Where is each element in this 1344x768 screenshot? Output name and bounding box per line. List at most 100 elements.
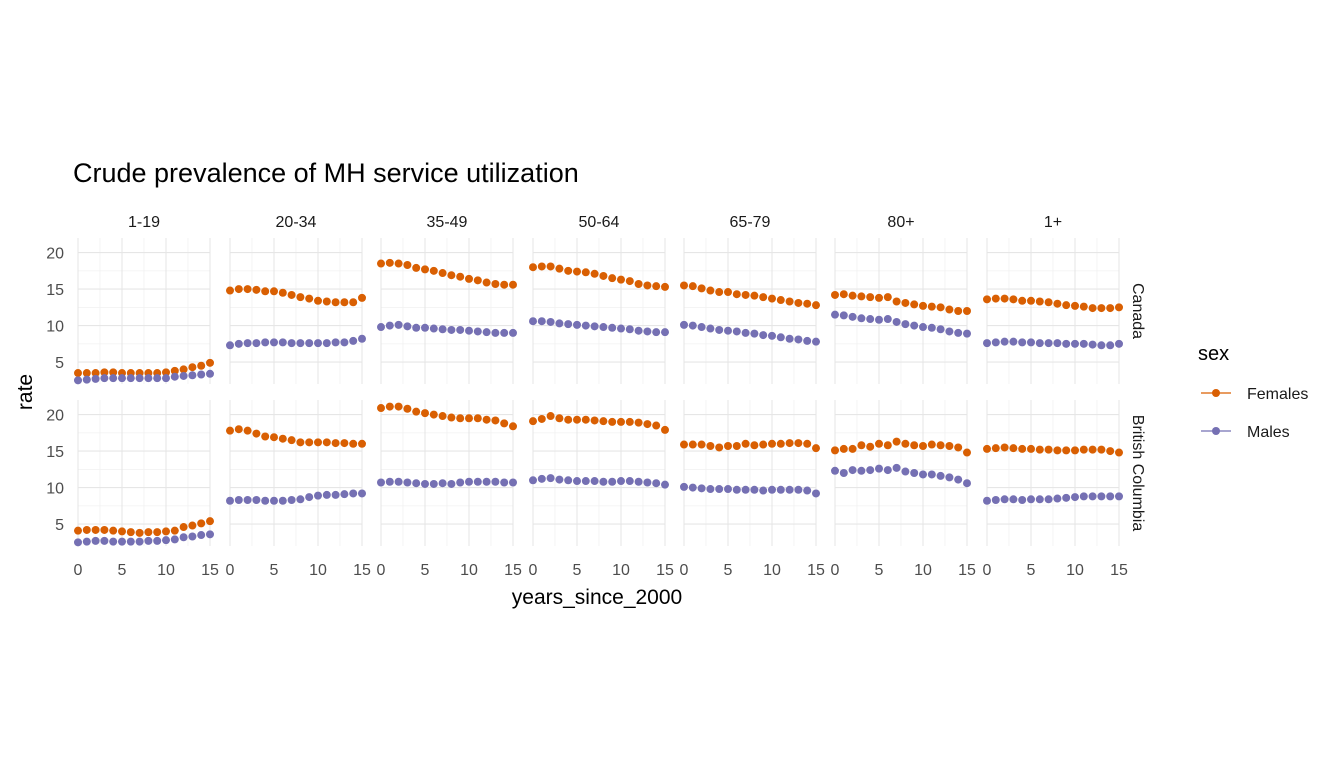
panel-canada-50-64 bbox=[529, 238, 669, 384]
data-point-males bbox=[1097, 492, 1106, 501]
x-tick-label: 0 bbox=[74, 562, 83, 579]
facet-label-50-64: 50-64 bbox=[579, 214, 620, 231]
data-point-males bbox=[1009, 337, 1018, 346]
data-point-males bbox=[385, 477, 394, 486]
data-point-females bbox=[1088, 445, 1097, 454]
data-point-males bbox=[768, 485, 776, 494]
data-point-males bbox=[252, 496, 261, 505]
data-point-females bbox=[412, 407, 421, 416]
data-point-females bbox=[305, 438, 314, 447]
data-point-males bbox=[1000, 337, 1009, 346]
data-point-females bbox=[927, 440, 936, 449]
data-point-females bbox=[305, 294, 314, 303]
data-point-females bbox=[848, 291, 857, 300]
data-point-males bbox=[1027, 338, 1035, 347]
data-point-males bbox=[857, 466, 866, 475]
data-point-males bbox=[954, 475, 963, 484]
data-point-females bbox=[803, 299, 812, 308]
data-point-males bbox=[509, 328, 517, 337]
data-point-males bbox=[197, 370, 206, 379]
data-point-females bbox=[296, 293, 305, 302]
data-point-females bbox=[945, 441, 954, 450]
data-point-females bbox=[555, 414, 564, 423]
data-point-females bbox=[529, 263, 537, 272]
data-point-males bbox=[109, 374, 118, 383]
data-point-males bbox=[794, 485, 803, 494]
data-point-males bbox=[901, 467, 910, 476]
data-point-females bbox=[385, 258, 394, 267]
data-point-females bbox=[1027, 444, 1035, 453]
data-point-males bbox=[296, 339, 305, 348]
facet-label-1: 1+ bbox=[1044, 214, 1062, 231]
data-point-females bbox=[1027, 296, 1035, 305]
data-point-males bbox=[491, 328, 500, 337]
data-point-females bbox=[963, 307, 971, 315]
data-point-females bbox=[197, 361, 206, 370]
data-point-females bbox=[91, 525, 100, 534]
data-point-females bbox=[1079, 302, 1088, 311]
data-point-females bbox=[1044, 445, 1053, 454]
data-point-males bbox=[945, 473, 954, 482]
data-point-females bbox=[831, 290, 839, 299]
x-tick-label: 10 bbox=[1066, 562, 1084, 579]
data-point-females bbox=[927, 302, 936, 311]
x-tick-label: 5 bbox=[875, 562, 884, 579]
data-point-females bbox=[617, 275, 625, 284]
data-point-males bbox=[652, 328, 661, 337]
data-point-males bbox=[456, 325, 465, 334]
data-point-males bbox=[421, 323, 429, 332]
data-point-females bbox=[456, 272, 465, 281]
data-point-females bbox=[706, 441, 715, 450]
panel-british-columbia-1-19 bbox=[74, 400, 214, 547]
x-tick-label: 5 bbox=[270, 562, 279, 579]
x-tick-label: 5 bbox=[118, 562, 127, 579]
x-tick-label: 5 bbox=[1027, 562, 1036, 579]
data-point-females bbox=[652, 421, 661, 430]
data-point-females bbox=[573, 267, 581, 276]
data-point-males bbox=[314, 491, 322, 500]
data-point-males bbox=[482, 328, 491, 337]
data-point-females bbox=[1053, 446, 1062, 455]
data-point-females bbox=[599, 271, 608, 280]
data-point-males bbox=[412, 479, 421, 488]
data-point-males bbox=[599, 477, 608, 486]
data-point-males bbox=[919, 470, 927, 479]
x-tick-label: 10 bbox=[460, 562, 478, 579]
data-point-females bbox=[331, 439, 340, 448]
data-point-males bbox=[759, 486, 768, 495]
data-point-males bbox=[794, 335, 803, 344]
data-point-males bbox=[206, 530, 214, 539]
y-tick-label: 20 bbox=[46, 408, 64, 425]
data-point-females bbox=[697, 440, 706, 449]
data-point-females bbox=[661, 282, 669, 291]
data-point-males bbox=[465, 477, 473, 486]
data-point-females bbox=[892, 437, 901, 446]
data-point-females bbox=[991, 444, 1000, 453]
data-point-females bbox=[287, 290, 296, 299]
x-tick-label: 10 bbox=[763, 562, 781, 579]
data-point-males bbox=[314, 339, 322, 348]
facet-label-80: 80+ bbox=[887, 214, 914, 231]
data-point-males bbox=[456, 478, 465, 487]
data-point-females bbox=[643, 420, 652, 429]
data-point-females bbox=[759, 293, 768, 302]
data-point-females bbox=[270, 287, 278, 296]
data-point-females bbox=[812, 301, 820, 310]
data-point-males bbox=[135, 537, 144, 546]
data-point-males bbox=[135, 374, 144, 383]
data-point-females bbox=[812, 444, 820, 453]
data-point-males bbox=[270, 496, 278, 505]
data-point-males bbox=[340, 490, 349, 499]
data-point-males bbox=[473, 477, 482, 486]
data-point-males bbox=[546, 474, 555, 483]
data-point-females bbox=[768, 439, 776, 448]
data-point-females bbox=[270, 433, 278, 442]
panel-british-columbia-50-64 bbox=[529, 400, 669, 546]
data-point-females bbox=[537, 262, 546, 271]
data-point-females bbox=[509, 422, 517, 431]
data-point-females bbox=[296, 438, 305, 447]
data-point-females bbox=[794, 298, 803, 307]
data-point-males bbox=[429, 324, 438, 333]
data-point-males bbox=[680, 482, 688, 491]
data-point-males bbox=[126, 374, 135, 383]
